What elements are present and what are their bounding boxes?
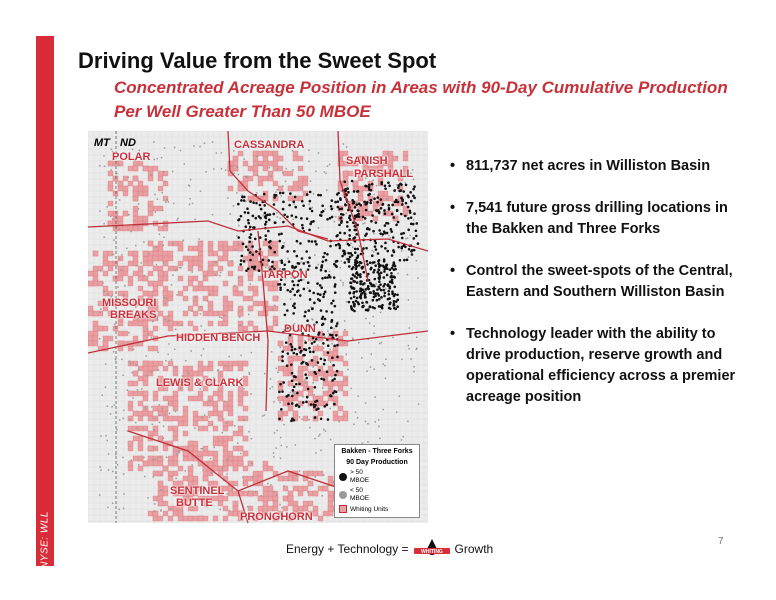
area-label-tarpon: TARPON	[262, 269, 308, 281]
area-label-sentinel: SENTINEL	[170, 485, 225, 497]
page-number: 7	[718, 536, 724, 547]
area-label-cassandra: CASSANDRA	[234, 139, 305, 151]
legend-item-low: < 50 MBOE	[339, 487, 369, 503]
area-label-parshall: PARSHALL	[354, 168, 414, 180]
area-label-lewis-clark: LEWIS & CLARK	[156, 377, 244, 389]
svg-text:WHITING: WHITING	[421, 549, 443, 555]
map-graphic	[88, 131, 428, 523]
legend-units-swatch-icon	[339, 505, 347, 513]
bullet-item: • Control the sweet-spots of the Central,…	[450, 263, 733, 300]
whiting-logo-icon: WHITING	[413, 538, 451, 560]
bullet-item: • 811,737 net acres in Williston Basin	[448, 156, 738, 177]
footer-tagline: Energy + Technology = WHITING Growth	[286, 538, 493, 560]
bullet-item: • Technology leader with the ability to d…	[450, 326, 736, 405]
bullet-dot-icon: •	[450, 263, 456, 279]
area-label-pronghorn: PRONGHORN	[240, 511, 313, 523]
area-label-sanish: SANISH	[346, 155, 388, 167]
footer-left-text: Energy + Technology =	[286, 542, 409, 556]
ticker-label: NYSE: WLL	[39, 511, 51, 569]
legend-item-units: Whiting Units	[339, 505, 388, 513]
legend-title-1: Bakken - Three Forks	[341, 448, 413, 455]
legend-item-high: > 50 MBOE	[339, 469, 369, 485]
bullet-dot-icon: •	[450, 200, 456, 216]
legend-title-2: 90 Day Production	[346, 459, 408, 466]
area-label-butte: BUTTE	[176, 497, 213, 509]
area-label-breaks: BREAKS	[110, 309, 157, 321]
legend-low-dot-icon	[339, 491, 347, 499]
bullet-item: • 7,541 future gross drilling locations i…	[450, 200, 728, 237]
state-label-nd: ND	[120, 137, 136, 149]
acreage-map: MT ND POLAR CASSANDRA SANISH PARSHALL TA…	[88, 131, 428, 523]
area-label-polar: POLAR	[112, 151, 151, 163]
legend-high-dot-icon	[339, 473, 347, 481]
slide-title: Driving Value from the Sweet Spot	[78, 48, 437, 73]
bullet-dot-icon: •	[450, 158, 456, 174]
bullet-dot-icon: •	[450, 326, 456, 342]
area-label-hidden-bench: HIDDEN BENCH	[176, 332, 261, 344]
footer-right-text: Growth	[454, 542, 494, 556]
state-label-mt: MT	[94, 137, 110, 149]
side-accent-bar	[36, 36, 54, 566]
slide-subtitle: Concentrated Acreage Position in Areas w…	[114, 78, 728, 121]
map-legend: Bakken - Three Forks 90 Day Production >…	[334, 444, 420, 518]
key-points-list: • 811,737 net acres in Williston Basin • 7…	[448, 156, 738, 429]
area-label-missouri: MISSOURI	[102, 297, 157, 309]
area-label-dunn: DUNN	[284, 323, 316, 335]
